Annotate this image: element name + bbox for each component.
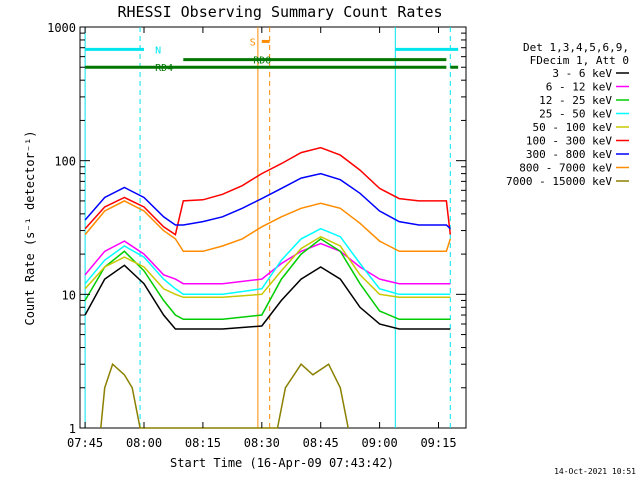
y-axis-label: Count Rate (s⁻¹ detector⁻¹) xyxy=(23,130,37,325)
series-100-300-kev xyxy=(84,146,452,236)
legend: Det 1,3,4,5,6,9, FDecim 1, Att 0 3 - 6 k… xyxy=(506,41,629,188)
annotation-bars: N S RD0 RD4 xyxy=(85,37,459,74)
series-50-100-kev xyxy=(84,235,451,299)
x-tick-label-0745: 07:45 xyxy=(67,436,103,450)
series-7000-15000-kev xyxy=(100,362,349,429)
series-lines xyxy=(84,146,452,429)
legend-label-7000-15000-kev: 7000 - 15000 keV xyxy=(506,175,612,188)
y-ticks: 1 10 100 1000 xyxy=(47,21,466,436)
series-12-25-kev xyxy=(84,237,451,321)
x-tick-label-0915: 09:15 xyxy=(420,436,456,450)
x-tick-label-0900: 09:00 xyxy=(362,436,398,450)
x-axis-label: Start Time (16-Apr-09 07:43:42) xyxy=(170,456,394,470)
legend-label-50-100-kev: 50 - 100 keV xyxy=(533,121,613,134)
legend-label-100-300-kev: 100 - 300 keV xyxy=(526,135,612,148)
x-tick-label-0815: 08:15 xyxy=(185,436,221,450)
series-6-12-kev xyxy=(84,240,451,285)
y-tick-label-1: 1 xyxy=(69,422,76,436)
vertical-markers xyxy=(84,27,451,428)
y-tick-label-100: 100 xyxy=(54,155,76,169)
legend-label-3-6-kev: 3 - 6 keV xyxy=(552,67,612,80)
series-3-6-kev xyxy=(84,264,451,330)
series-300-800-kev xyxy=(84,172,451,230)
legend-header-line-1: Det 1,3,4,5,6,9, xyxy=(523,41,629,54)
legend-label-6-12-kev: 6 - 12 keV xyxy=(546,81,613,94)
bar-label-rd0: RD0 xyxy=(253,56,271,67)
legend-label-800-7000-kev: 800 - 7000 keV xyxy=(519,162,612,175)
series-25-50-kev xyxy=(84,227,451,296)
series-800-7000-kev xyxy=(84,200,452,253)
legend-label-300-800-kev: 300 - 800 keV xyxy=(526,148,612,161)
legend-label-25-50-kev: 25 - 50 keV xyxy=(539,108,612,121)
bar-label-s: S xyxy=(250,37,256,48)
plot-frame xyxy=(79,26,467,429)
legend-label-12-25-kev: 12 - 25 keV xyxy=(539,94,612,107)
x-tick-label-0800: 08:00 xyxy=(126,436,162,450)
generation-timestamp: 14-Oct-2021 10:51 xyxy=(554,467,636,476)
bar-label-n: N xyxy=(155,45,161,56)
bar-label-rd4: RD4 xyxy=(155,63,173,74)
x-tick-label-0830: 08:30 xyxy=(244,436,280,450)
x-tick-label-0845: 08:45 xyxy=(303,436,339,450)
y-tick-label-10: 10 xyxy=(62,288,76,302)
chart-title: RHESSI Observing Summary Count Rates xyxy=(117,3,442,21)
legend-header-line-2: FDecim 1, Att 0 xyxy=(530,54,629,67)
y-tick-label-1000: 1000 xyxy=(47,21,76,35)
x-ticks: 07:45 08:00 08:15 08:30 08:45 09:00 09:15 xyxy=(67,27,457,450)
